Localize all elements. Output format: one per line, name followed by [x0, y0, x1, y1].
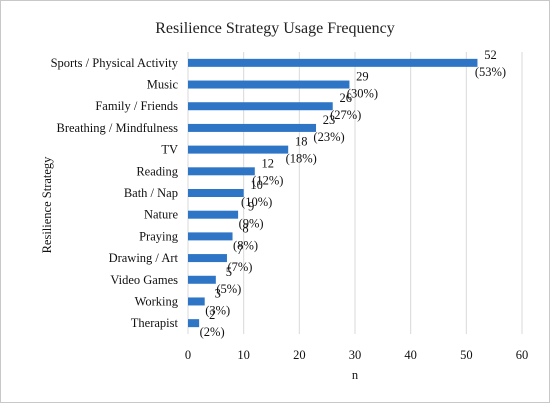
value-label: 8 — [242, 221, 248, 235]
value-label: 9 — [248, 200, 254, 214]
x-tick-label: 30 — [349, 348, 362, 362]
category-label: Working — [135, 294, 179, 308]
value-label: 23 — [323, 113, 336, 127]
x-tick-label: 10 — [237, 348, 250, 362]
x-tick-label: 0 — [185, 348, 191, 362]
bar — [188, 167, 255, 176]
category-label: Video Games — [110, 273, 178, 287]
bar — [188, 189, 244, 197]
percent-label: (5%) — [216, 282, 241, 296]
percent-label: (53%) — [475, 65, 506, 79]
percent-label: (2%) — [200, 325, 225, 339]
percent-label: (30%) — [347, 87, 378, 101]
value-label: 5 — [226, 265, 232, 279]
bars — [188, 58, 478, 328]
value-label: 18 — [295, 135, 308, 149]
bar — [188, 297, 205, 306]
y-axis-title: Resilience Strategy — [40, 156, 54, 254]
category-label: Reading — [136, 164, 178, 178]
category-label: Breathing / Mindfulness — [56, 121, 178, 135]
percent-label: (8%) — [233, 238, 258, 252]
x-axis-title: n — [352, 368, 359, 382]
category-label: Drawing / Art — [109, 251, 179, 265]
x-tick-label: 60 — [516, 348, 529, 362]
percent-label: (3%) — [205, 303, 230, 317]
category-label: Nature — [144, 208, 178, 222]
bar — [188, 123, 317, 132]
value-label: 2 — [209, 308, 215, 322]
value-label: 12 — [262, 156, 275, 170]
bar — [188, 145, 289, 154]
value-label: 10 — [250, 178, 263, 192]
bar — [188, 80, 350, 89]
bar — [188, 210, 239, 219]
data-labels: 52(53%)29(30%)26(27%)23(23%)18(18%)12(12… — [200, 48, 506, 339]
category-labels: Sports / Physical Activity Music Family / … — [51, 56, 179, 330]
category-label: Music — [147, 78, 179, 92]
bar — [188, 58, 478, 67]
percent-label: (18%) — [286, 152, 317, 166]
bar — [188, 102, 333, 111]
percent-label: (10%) — [241, 195, 272, 209]
category-label: TV — [161, 143, 178, 157]
value-label: 26 — [339, 91, 352, 105]
value-label: 3 — [215, 286, 221, 300]
x-tick-label: 20 — [293, 348, 306, 362]
x-tick-label: 50 — [460, 348, 473, 362]
percent-label: (7%) — [227, 260, 252, 274]
category-label: Bath / Nap — [124, 186, 178, 200]
x-tick-labels: 0 10 20 30 40 50 60 — [185, 348, 528, 362]
value-label: 7 — [237, 243, 243, 257]
percent-label: (12%) — [252, 173, 283, 187]
bar — [188, 232, 233, 241]
category-label: Sports / Physical Activity — [51, 56, 179, 70]
category-label: Therapist — [131, 316, 179, 330]
bar — [188, 254, 227, 263]
bar — [188, 275, 216, 284]
category-label: Praying — [139, 229, 179, 243]
value-label: 52 — [484, 48, 497, 62]
x-tick-label: 40 — [404, 348, 417, 362]
percent-label: (23%) — [313, 130, 344, 144]
category-label: Family / Friends — [95, 99, 178, 113]
percent-label: (9%) — [239, 217, 264, 231]
bar — [188, 319, 200, 328]
chart-title: Resilience Strategy Usage Frequency — [155, 20, 394, 37]
gridlines — [187, 52, 523, 334]
percent-label: (27%) — [330, 108, 361, 122]
value-label: 29 — [356, 70, 369, 84]
